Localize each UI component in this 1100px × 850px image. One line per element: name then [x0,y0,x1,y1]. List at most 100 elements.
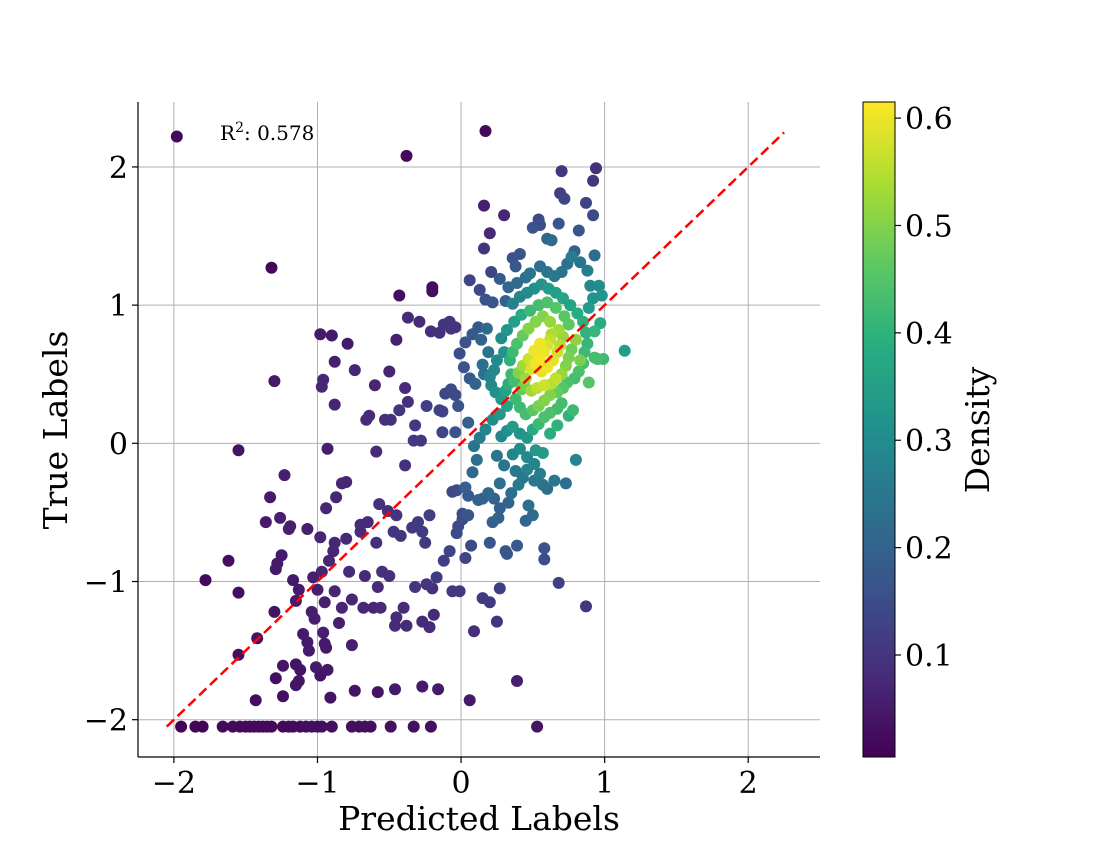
scatter-point [482,487,495,500]
scatter-point [259,516,272,529]
scatter-point [416,525,429,538]
scatter-point [265,261,278,274]
scatter-point [479,423,492,436]
x-tick-label: 0 [452,766,471,801]
y-tick-label: 1 [109,289,128,324]
scatter-point [390,509,403,522]
y-tick-label: 0 [109,427,128,462]
scatter-point [558,192,571,205]
scatter-point [505,487,518,500]
scatter-point [292,583,305,596]
scatter-point [534,467,546,480]
scatter-point [588,325,601,338]
scatter-point [587,209,600,222]
scatter-point [452,400,465,412]
scatter-point [361,516,374,529]
scatter-point [321,442,334,455]
scatter-point [544,427,557,440]
scatter-point [423,621,436,634]
scatter-point [278,469,291,482]
scatter-point [232,444,245,457]
scatter-point [574,256,587,269]
scatter-point [315,720,328,733]
scatter-point [345,639,358,652]
scatter-point [465,539,478,552]
scatter-point [289,679,302,692]
scatter-point [478,242,490,255]
scatter-point [572,365,585,378]
scatter-point [371,686,384,699]
scatter-point [330,491,343,504]
scatter-point [317,626,330,639]
scatter-point [459,336,472,349]
scatter-point [302,644,315,657]
scatter-point [476,358,489,371]
scatter-point [555,165,568,178]
scatter-point [588,249,601,262]
scatter-point [457,361,470,374]
scatter-point [325,329,338,342]
scatter-point [397,601,410,614]
scatter-point [511,675,523,687]
y-axis-ticks: −2 −1 0 1 2 [84,151,138,739]
scatter-point [587,174,600,187]
scatter-point [538,542,551,555]
scatter-point [310,661,322,674]
scatter-point [341,337,354,350]
scatter-point [545,234,558,247]
scatter-point [476,592,489,605]
scatter-point [274,511,287,524]
scatter-point [216,720,229,733]
scatter-point [222,554,235,567]
scatter-point [486,296,499,309]
scatter-point [587,292,600,305]
scatter-point [348,684,361,697]
x-tick-label: 1 [595,766,614,801]
scatter-point [407,720,420,733]
colorbar-tick-label: 0.4 [905,317,953,352]
colorbar: 0.1 0.2 0.3 0.4 0.5 0.6 [862,101,953,758]
scatter-point [511,539,523,552]
scatter-point [321,663,334,676]
scatter-point [581,264,594,277]
scatter-point [265,720,278,733]
scatter-point [479,125,492,137]
scatter-point [333,617,345,629]
scatter-point [534,353,546,365]
scatter-point [409,581,422,593]
scatter-point [426,285,439,298]
scatter-point [314,531,327,544]
scatter-point [368,379,381,392]
scatter-point [511,277,523,289]
scatter-point [485,266,498,278]
scatter-point [538,553,551,566]
scatter-point [419,536,432,549]
y-axis-label: True Labels [36,331,75,530]
scatter-point [232,648,245,661]
scatter-point [480,322,493,335]
scatter-point [565,250,578,263]
scatter-point [483,536,496,549]
scatter-point [469,377,482,390]
scatter-point [536,447,549,459]
scatter-point [364,720,377,733]
scatter-point [490,615,503,628]
y-tick-label: −2 [84,704,128,739]
scatter-point [314,328,327,341]
scatter-point [582,376,595,389]
y-tick-label: −1 [84,566,128,601]
scatter-point [399,459,412,472]
scatter-point [584,279,597,292]
colorbar-label: Density [958,366,997,493]
scatter-point [513,248,526,260]
scatter-point [420,400,433,412]
scatter-point [509,465,522,477]
scatter-point [472,494,485,506]
scatter-point [488,364,501,377]
scatter-point [548,270,561,283]
scatter-point [490,449,503,462]
scatter-point [524,304,536,317]
scatter-point [502,496,515,509]
scatter-point [323,554,335,567]
